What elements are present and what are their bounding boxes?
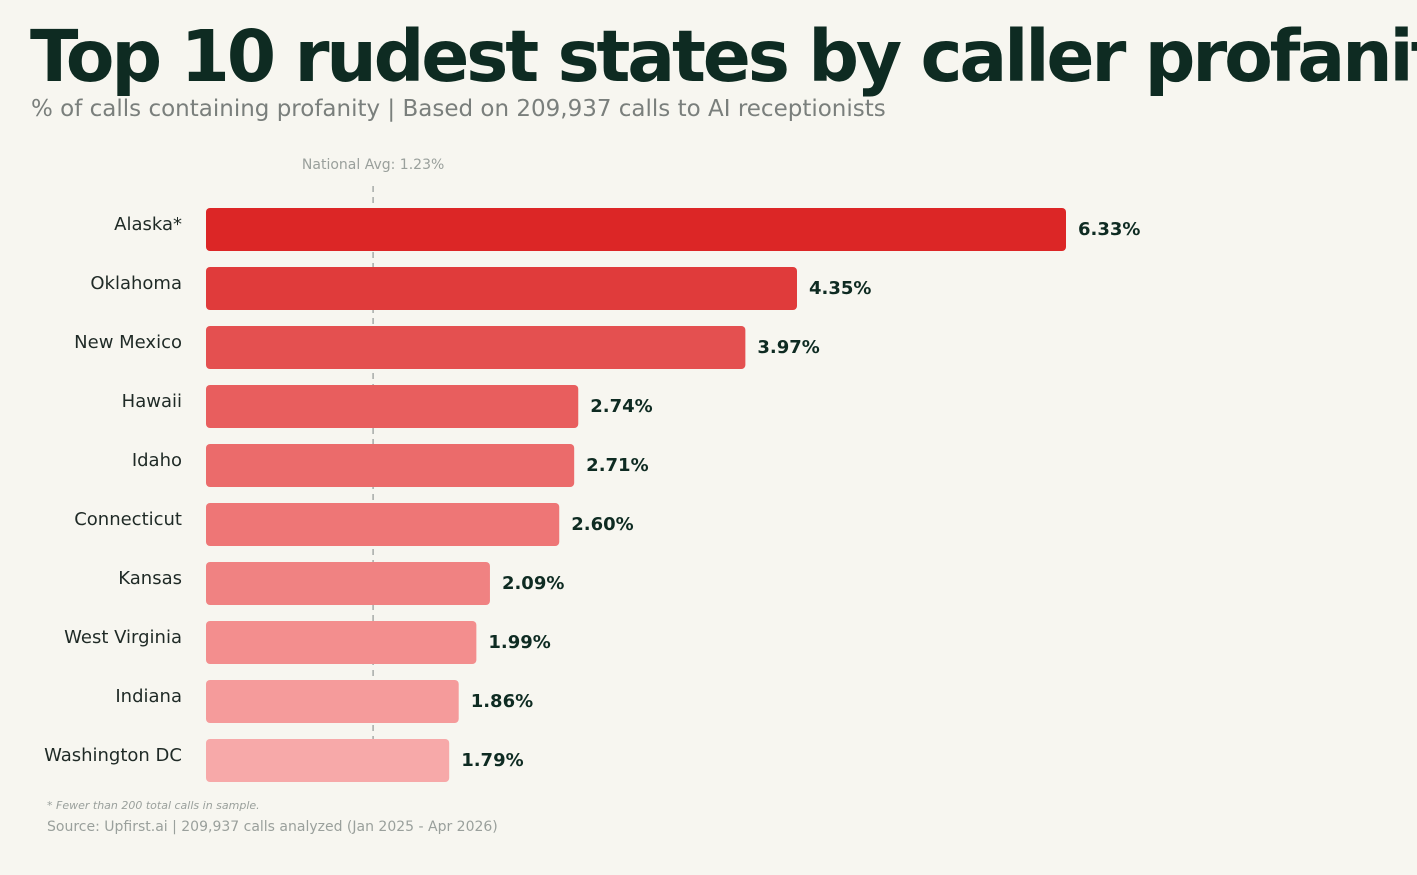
category-label: New Mexico bbox=[74, 332, 182, 353]
category-label: Kansas bbox=[118, 568, 182, 589]
bar bbox=[206, 267, 797, 310]
category-label: Alaska* bbox=[114, 214, 182, 235]
value-label: 1.99% bbox=[488, 632, 550, 653]
bar bbox=[206, 503, 560, 546]
national-average-label: National Avg: 1.23% bbox=[302, 157, 444, 173]
value-label: 4.35% bbox=[809, 278, 871, 299]
category-label: Idaho bbox=[132, 450, 182, 471]
value-label: 3.97% bbox=[757, 337, 819, 358]
bar bbox=[206, 385, 579, 428]
category-label: Indiana bbox=[115, 686, 182, 707]
bar bbox=[206, 208, 1066, 251]
bar bbox=[206, 562, 490, 605]
footnote: * Fewer than 200 total calls in sample. bbox=[47, 799, 260, 812]
category-label: Washington DC bbox=[44, 745, 182, 766]
value-label: 2.71% bbox=[586, 455, 648, 476]
bar bbox=[206, 680, 459, 723]
bar bbox=[206, 621, 477, 664]
category-label: Oklahoma bbox=[90, 273, 182, 294]
category-label: Hawaii bbox=[122, 391, 182, 412]
source-note: Source: Upfirst.ai | 209,937 calls analy… bbox=[47, 819, 498, 835]
value-label: 6.33% bbox=[1078, 219, 1140, 240]
bar-chart: National Avg: 1.23% Alaska* 6.33% Oklahoma 4… bbox=[44, 157, 1140, 782]
value-label: 2.60% bbox=[571, 514, 633, 535]
chart-title: Top 10 rudest states by caller profanity bbox=[30, 15, 1417, 98]
value-label: 1.79% bbox=[461, 750, 523, 771]
value-label: 2.09% bbox=[502, 573, 564, 594]
value-label: 2.74% bbox=[590, 396, 652, 417]
category-label: Connecticut bbox=[74, 509, 182, 530]
bar bbox=[206, 326, 746, 369]
value-label: 1.86% bbox=[471, 691, 533, 712]
bar bbox=[206, 739, 450, 782]
chart-subtitle: % of calls containing profanity | Based … bbox=[31, 96, 886, 122]
category-label: West Virginia bbox=[64, 627, 182, 648]
bar bbox=[206, 444, 575, 487]
